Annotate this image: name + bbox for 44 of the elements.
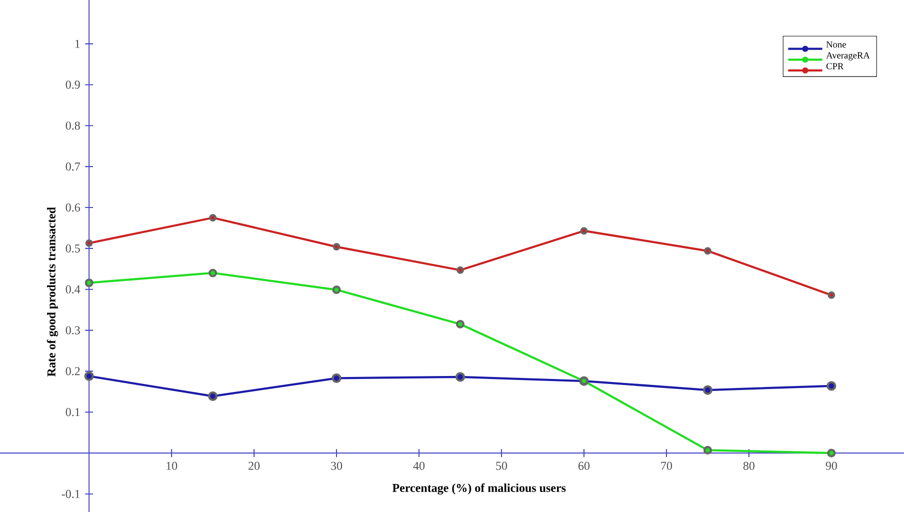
point [84, 278, 94, 288]
y-axis-title: Rate of good products transacted [46, 207, 58, 377]
point [209, 214, 217, 222]
point [208, 268, 218, 278]
y-tick-label: -0.1 [62, 490, 80, 498]
point [332, 373, 342, 383]
legend-label: AverageRA [826, 52, 870, 60]
point [84, 371, 94, 381]
y-tick-label: 0.7 [66, 162, 80, 171]
x-tick-label: 70 [661, 462, 672, 470]
legend-label: CPR [826, 63, 844, 70]
x-tick-label: 10 [166, 462, 178, 470]
point [332, 243, 340, 251]
y-tick-label: 0.5 [66, 244, 80, 253]
point [580, 227, 588, 235]
x-tick-label: 60 [578, 462, 590, 470]
point [456, 266, 464, 274]
x-tick-label: 20 [248, 462, 260, 470]
y-tick-label: 0.8 [66, 122, 80, 130]
point [332, 285, 341, 294]
y-tick-label: 0.3 [66, 326, 80, 334]
point [702, 385, 712, 395]
x-tick-label: 30 [331, 462, 342, 470]
y-tick-label: 0.2 [66, 367, 80, 376]
legend-label: None [826, 41, 846, 48]
y-tick-label: 1 [75, 40, 80, 48]
x-tick-label: 50 [496, 462, 508, 470]
point [703, 446, 712, 454]
y-tick-label: 0.9 [66, 80, 80, 89]
x-tick-label: 40 [413, 462, 425, 470]
x-axis-title: Percentage (%) of malicious users [392, 483, 566, 495]
y-tick-label: 0.1 [66, 408, 80, 416]
x-tick-label: 90 [826, 462, 837, 470]
y-tick-label: 0.4 [66, 285, 80, 294]
point [826, 381, 836, 391]
point [827, 448, 836, 458]
point [85, 239, 93, 247]
point [455, 372, 466, 382]
point [704, 247, 712, 255]
point [456, 320, 465, 328]
point [828, 291, 836, 299]
y-tick-label: 0.6 [66, 203, 80, 212]
point [208, 391, 218, 401]
x-tick-label: 80 [743, 462, 754, 470]
